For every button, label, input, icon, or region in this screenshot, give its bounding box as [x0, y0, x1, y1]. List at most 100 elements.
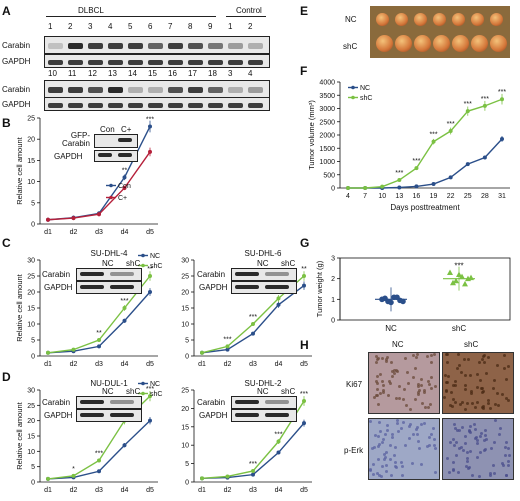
legend-marker — [141, 381, 145, 386]
tumor — [490, 35, 507, 52]
data-point — [97, 212, 101, 217]
blot-band — [265, 399, 289, 404]
blot-band — [235, 284, 259, 289]
x-tick-label: d2 — [70, 229, 78, 236]
y-tick-label: 20 — [27, 137, 35, 144]
legend-label: shC — [360, 95, 372, 102]
dlbcl-label: DLBCL — [78, 6, 104, 15]
cell-dot — [389, 361, 393, 365]
cell-dot — [417, 439, 421, 443]
inset-shc-label: shC — [281, 259, 296, 268]
chart-title: SU-DHL-6 — [245, 249, 282, 258]
data-point — [500, 97, 504, 102]
cell-dot — [479, 431, 483, 435]
x-tick-label: shC — [452, 324, 466, 333]
significance-label: *** — [146, 116, 154, 123]
cell-dot — [382, 390, 386, 394]
x-tick-label: d5 — [146, 487, 154, 494]
cell-dot — [457, 364, 461, 368]
legend-marker — [141, 391, 145, 396]
cell-dot — [383, 455, 387, 459]
y-tick-label: 15 — [181, 424, 189, 431]
dlbcl-bracket — [46, 16, 216, 17]
cell-dot — [450, 391, 454, 395]
significance-label: * — [72, 466, 75, 473]
data-point — [414, 166, 419, 171]
legend-label: NC — [360, 85, 370, 92]
data-point — [122, 306, 127, 310]
y-tick-label: 20 — [27, 418, 35, 425]
cell-dot — [474, 406, 478, 410]
data-point — [148, 290, 152, 294]
inset-gapdh-label: GAPDH — [44, 283, 73, 292]
cell-dot — [383, 452, 386, 456]
blot-band — [188, 59, 203, 65]
cell-dot — [376, 402, 380, 406]
lane-number: 8 — [188, 22, 193, 31]
blot-band — [188, 102, 203, 108]
cell-dot — [503, 445, 507, 449]
cell-dot — [464, 388, 468, 392]
lane-number: 9 — [208, 22, 213, 31]
cell-dot — [501, 462, 505, 466]
cell-dot — [469, 431, 473, 435]
ihc-perk-nc — [368, 418, 440, 480]
cell-dot — [429, 376, 433, 380]
cell-dot — [490, 447, 494, 451]
y-tick-label: 5 — [31, 338, 35, 345]
lane-number: 5 — [128, 22, 133, 31]
data-point — [122, 175, 127, 180]
data-point — [465, 162, 470, 167]
cell-dot — [492, 440, 496, 444]
cell-dot — [369, 469, 373, 473]
ihc-col-shc: shC — [464, 340, 479, 349]
cell-dot — [479, 435, 483, 439]
x-tick-label: d1 — [44, 361, 52, 368]
lane-number: 3 — [228, 69, 233, 78]
legend-marker — [109, 183, 113, 188]
inset-gapdh-label: GAPDH — [199, 411, 228, 420]
inset-b-con: Con — [100, 125, 115, 134]
data-point — [97, 344, 101, 349]
lane-number: 4 — [248, 69, 253, 78]
data-point — [200, 476, 204, 481]
data-point — [363, 186, 368, 190]
x-tick-label: NC — [385, 324, 397, 333]
cell-dot — [389, 444, 393, 448]
significance-label: *** — [249, 314, 257, 321]
inset-shc-label: shC — [281, 387, 296, 396]
cell-dot — [452, 460, 456, 464]
data-point — [122, 318, 127, 323]
blot-band — [88, 59, 103, 65]
cell-dot — [483, 428, 487, 432]
blot-band — [48, 59, 63, 65]
blot-band — [208, 102, 223, 108]
x-tick-label: 13 — [395, 193, 403, 200]
y-tick-label: 500 — [323, 172, 335, 179]
cell-dot — [453, 422, 457, 426]
ihc-ki67-shc — [442, 352, 514, 414]
cell-dot — [378, 392, 382, 396]
cell-dot — [489, 472, 493, 476]
cell-dot — [393, 369, 397, 373]
lane-number: 18 — [208, 69, 217, 78]
inset-blot — [76, 396, 142, 409]
carabin-label-1: Carabin — [2, 41, 31, 50]
cell-dot — [372, 445, 376, 449]
cell-dot — [455, 366, 459, 370]
cell-dot — [462, 448, 466, 452]
y-tick-label: 25 — [27, 403, 35, 410]
ihc-col-nc: NC — [392, 340, 404, 349]
cell-dot — [482, 389, 486, 393]
x-tick-label: d5 — [300, 487, 308, 494]
cell-dot — [446, 353, 450, 357]
data-point — [148, 394, 152, 399]
cell-dot — [405, 371, 409, 375]
cell-dot — [384, 359, 388, 363]
cell-dot — [376, 434, 380, 438]
cell-dot — [444, 388, 448, 392]
cell-dot — [384, 358, 388, 362]
blot-band — [208, 59, 223, 65]
data-point — [46, 217, 50, 222]
